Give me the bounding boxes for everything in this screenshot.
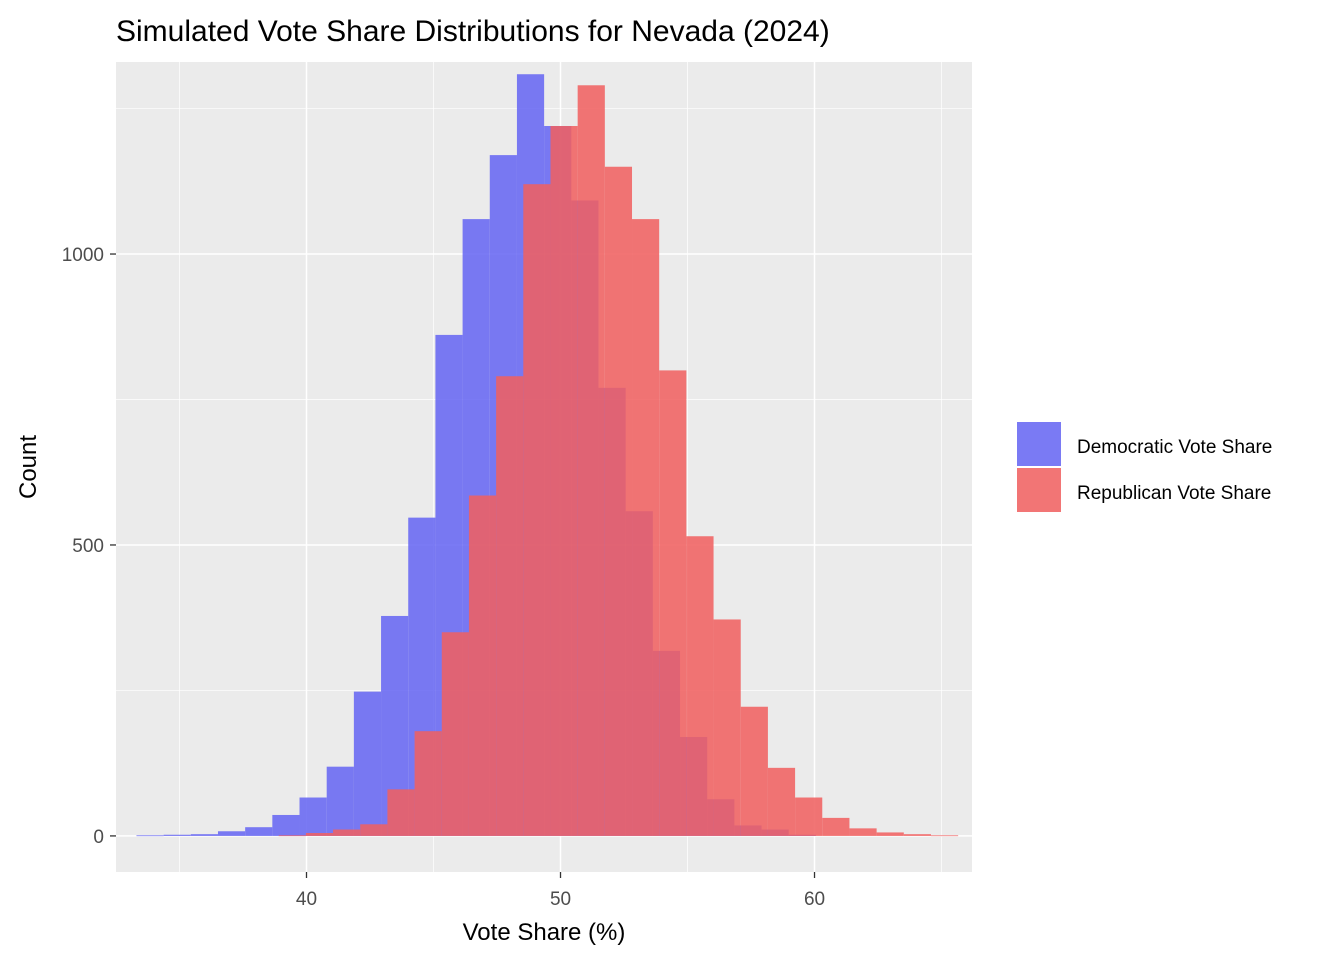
y-axis-ticks: 0 500 1000 xyxy=(62,245,116,848)
histogram-bar xyxy=(278,835,306,837)
x-tick-label: 60 xyxy=(804,889,825,910)
y-tick-label: 0 xyxy=(93,827,104,848)
histogram-bar xyxy=(523,184,551,836)
histogram-bars xyxy=(136,74,959,837)
y-tick-label: 1000 xyxy=(62,245,104,266)
histogram-bar xyxy=(245,827,273,836)
histogram-bar xyxy=(217,831,246,836)
histogram-bar xyxy=(659,370,687,836)
x-axis-ticks: 40 50 60 xyxy=(296,872,825,910)
histogram-bar xyxy=(163,834,191,836)
y-axis-title: Count xyxy=(15,435,42,499)
histogram-bar xyxy=(632,219,660,836)
histogram-bar xyxy=(604,166,633,836)
histogram-bar xyxy=(550,126,578,836)
histogram-bar xyxy=(305,833,334,836)
histogram-bar xyxy=(333,829,361,836)
histogram-bar xyxy=(903,834,931,836)
histogram-bar xyxy=(767,767,796,836)
legend-key-republican xyxy=(1017,468,1061,512)
histogram-bar xyxy=(299,797,327,836)
histogram-bar xyxy=(387,789,415,836)
histogram-bar xyxy=(414,731,442,836)
histogram-bar xyxy=(876,832,904,836)
histogram-bar xyxy=(686,536,714,836)
histogram-bar xyxy=(713,619,741,836)
histogram-bar xyxy=(468,495,497,836)
histogram-bar xyxy=(822,817,850,836)
legend-key-democratic xyxy=(1017,422,1061,466)
histogram-bar xyxy=(930,835,959,837)
legend-label-democratic: Democratic Vote Share xyxy=(1077,437,1272,458)
histogram-bar xyxy=(795,797,823,836)
x-axis-title: Vote Share (%) xyxy=(463,919,626,946)
histogram-bar xyxy=(190,834,218,836)
legend: Democratic Vote Share Republican Vote Sh… xyxy=(1017,422,1272,512)
histogram-bar xyxy=(849,828,877,836)
histogram-bar xyxy=(496,376,524,836)
histogram-bar xyxy=(353,691,382,836)
chart-title: Simulated Vote Share Distributions for N… xyxy=(116,15,830,48)
histogram-bar xyxy=(577,85,605,836)
x-tick-label: 40 xyxy=(296,889,317,910)
histogram-bar xyxy=(272,814,300,836)
x-tick-label: 50 xyxy=(550,889,571,910)
y-tick-label: 500 xyxy=(72,536,104,557)
histogram-bar xyxy=(740,706,768,836)
series-republican xyxy=(278,85,959,837)
legend-label-republican: Republican Vote Share xyxy=(1077,483,1271,504)
histogram-bar xyxy=(136,835,164,837)
histogram-bar xyxy=(441,632,469,836)
histogram-bar xyxy=(326,766,354,836)
histogram-bar xyxy=(360,824,388,836)
